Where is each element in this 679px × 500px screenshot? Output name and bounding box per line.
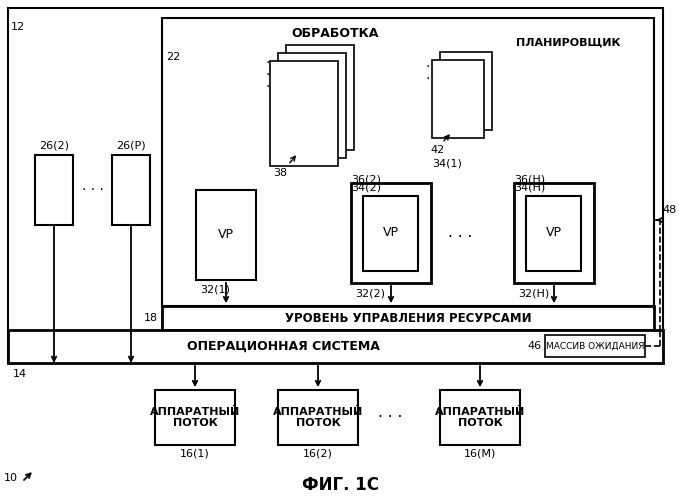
Bar	[432, 60, 484, 138]
Bar	[196, 190, 256, 280]
Text: 34(1): 34(1)	[432, 158, 462, 168]
Text: 12: 12	[11, 22, 25, 32]
Text: VP: VP	[218, 228, 234, 241]
Bar	[514, 183, 594, 283]
Text: 36(2): 36(2)	[351, 174, 381, 184]
Text: ОБРАБОТКА: ОБРАБОТКА	[291, 27, 379, 40]
Text: · · ·: · · ·	[81, 183, 103, 197]
Bar	[278, 53, 346, 158]
Text: ОПЕРАЦИОННАЯ СИСТЕМА: ОПЕРАЦИОННАЯ СИСТЕМА	[187, 340, 380, 353]
Text: 36(Н): 36(Н)	[514, 174, 545, 184]
Bar	[162, 18, 654, 306]
Text: ·: ·	[265, 56, 270, 70]
Bar	[440, 52, 492, 130]
Bar	[526, 196, 581, 271]
Text: · · ·: · · ·	[378, 410, 402, 425]
Text: VP: VP	[546, 226, 562, 239]
Bar	[270, 61, 338, 166]
Text: 26(2): 26(2)	[39, 141, 69, 151]
Bar	[351, 183, 431, 283]
Bar	[35, 155, 73, 225]
Text: ·: ·	[426, 72, 430, 86]
Text: ·: ·	[426, 60, 430, 74]
Text: 18: 18	[144, 313, 158, 323]
Text: АППАРАТНЫЙ
ПОТОК: АППАРАТНЫЙ ПОТОК	[273, 406, 363, 428]
Bar	[8, 8, 663, 363]
Text: 32(2): 32(2)	[355, 288, 385, 298]
Bar	[8, 330, 663, 363]
Text: 14: 14	[13, 369, 27, 379]
Text: 16(1): 16(1)	[180, 449, 210, 459]
Text: 34(2): 34(2)	[351, 182, 381, 192]
Bar	[278, 390, 358, 445]
Bar	[363, 196, 418, 271]
Text: 42: 42	[430, 145, 444, 155]
Bar	[155, 390, 235, 445]
Text: 16(2): 16(2)	[303, 449, 333, 459]
Bar	[112, 155, 150, 225]
Text: 48: 48	[662, 205, 676, 215]
Text: VP: VP	[383, 226, 399, 239]
Text: МАССИВ ОЖИДАНИЯ: МАССИВ ОЖИДАНИЯ	[546, 342, 644, 350]
Text: 22: 22	[166, 52, 180, 62]
Text: АППАРАТНЫЙ
ПОТОК: АППАРАТНЫЙ ПОТОК	[435, 406, 525, 428]
Text: 32(Н): 32(Н)	[518, 288, 549, 298]
Bar	[440, 390, 520, 445]
Text: АППАРАТНЫЙ
ПОТОК: АППАРАТНЫЙ ПОТОК	[150, 406, 240, 428]
Text: 34(Н): 34(Н)	[514, 182, 545, 192]
Text: · · ·: · · ·	[448, 230, 472, 246]
Text: ФИГ. 1С: ФИГ. 1С	[301, 476, 378, 494]
Text: ·: ·	[265, 68, 270, 82]
Text: 46: 46	[528, 341, 542, 351]
Text: 10: 10	[4, 473, 18, 483]
Bar	[545, 335, 645, 357]
Text: 32(1): 32(1)	[200, 284, 230, 294]
Text: 16(М): 16(М)	[464, 449, 496, 459]
Text: 38: 38	[273, 168, 287, 178]
Bar	[162, 306, 654, 330]
Text: УРОВЕНЬ УПРАВЛЕНИЯ РЕСУРСАМИ: УРОВЕНЬ УПРАВЛЕНИЯ РЕСУРСАМИ	[285, 312, 531, 324]
Text: 26(Р): 26(Р)	[116, 141, 146, 151]
Text: ПЛАНИРОВЩИК: ПЛАНИРОВЩИК	[516, 38, 620, 48]
Bar	[286, 45, 354, 150]
Text: ·: ·	[265, 80, 270, 94]
